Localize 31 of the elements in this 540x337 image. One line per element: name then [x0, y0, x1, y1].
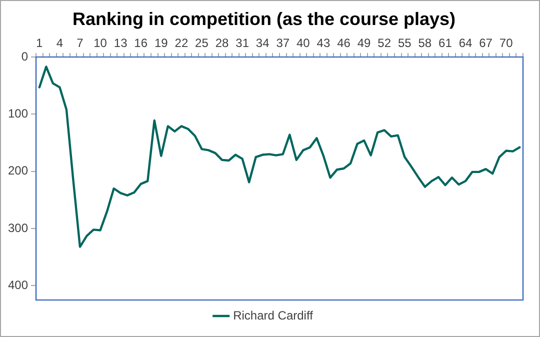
x-tick-label: 67 [479, 36, 493, 50]
chart-title: Ranking in competition (as the course plays) [72, 8, 456, 29]
x-tick-label: 64 [458, 36, 473, 50]
x-tick-label: 43 [316, 36, 330, 50]
x-tick-label: 70 [499, 36, 514, 50]
x-tick-label: 7 [76, 36, 84, 50]
x-tick-label: 10 [94, 36, 108, 50]
x-tick-label: 16 [134, 36, 148, 50]
y-tick-label: 100 [8, 106, 28, 120]
x-tick-label: 58 [418, 36, 432, 50]
x-tick-label: 22 [174, 36, 188, 50]
x-tick-label: 28 [215, 36, 230, 50]
x-tick-label: 19 [154, 36, 168, 50]
y-tick-label: 400 [8, 278, 28, 292]
x-tick-label: 55 [398, 36, 412, 50]
x-tick-label: 52 [378, 36, 392, 50]
y-tick-label: 0 [21, 49, 28, 64]
x-tick-label: 13 [114, 36, 128, 50]
x-tick-label: 40 [296, 36, 310, 50]
x-tick-label: 46 [337, 36, 351, 50]
x-tick-label: 25 [195, 36, 209, 50]
x-tick-label: 49 [357, 36, 372, 50]
x-tick-label: 4 [56, 36, 64, 50]
x-tick-label: 37 [276, 36, 290, 50]
x-tick-label: 1 [36, 36, 44, 50]
y-tick-label: 300 [8, 220, 28, 235]
y-tick-label: 200 [8, 164, 28, 178]
x-tick-label: 61 [438, 36, 452, 50]
x-tick-label: 34 [256, 36, 270, 50]
legend-label: Richard Cardiff [233, 308, 314, 322]
x-tick-label: 31 [236, 36, 250, 50]
